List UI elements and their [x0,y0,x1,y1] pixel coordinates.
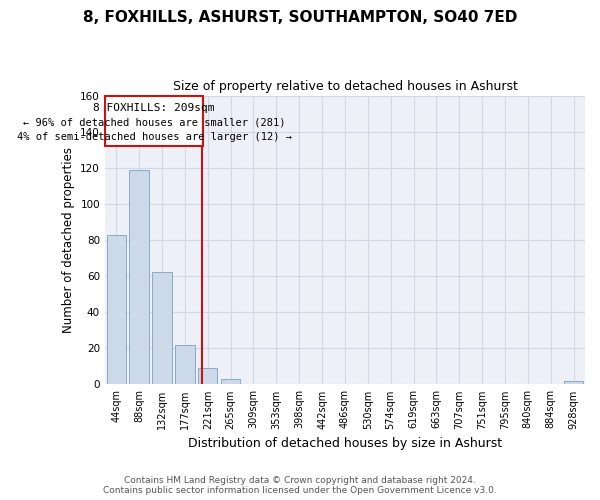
Text: ← 96% of detached houses are smaller (281): ← 96% of detached houses are smaller (28… [23,118,285,128]
Text: 8 FOXHILLS: 209sqm: 8 FOXHILLS: 209sqm [93,103,215,113]
Text: 4% of semi-detached houses are larger (12) →: 4% of semi-detached houses are larger (1… [17,132,292,142]
Text: 8, FOXHILLS, ASHURST, SOUTHAMPTON, SO40 7ED: 8, FOXHILLS, ASHURST, SOUTHAMPTON, SO40 … [83,10,517,25]
Bar [107,234,126,384]
Title: Size of property relative to detached houses in Ashurst: Size of property relative to detached ho… [173,80,517,93]
FancyBboxPatch shape [105,96,203,146]
Bar [564,381,583,384]
Bar [175,344,194,385]
Bar [152,272,172,384]
Bar [130,170,149,384]
Bar [198,368,217,384]
Y-axis label: Number of detached properties: Number of detached properties [62,147,75,333]
Bar [221,379,241,384]
X-axis label: Distribution of detached houses by size in Ashurst: Distribution of detached houses by size … [188,437,502,450]
Text: Contains HM Land Registry data © Crown copyright and database right 2024.
Contai: Contains HM Land Registry data © Crown c… [103,476,497,495]
